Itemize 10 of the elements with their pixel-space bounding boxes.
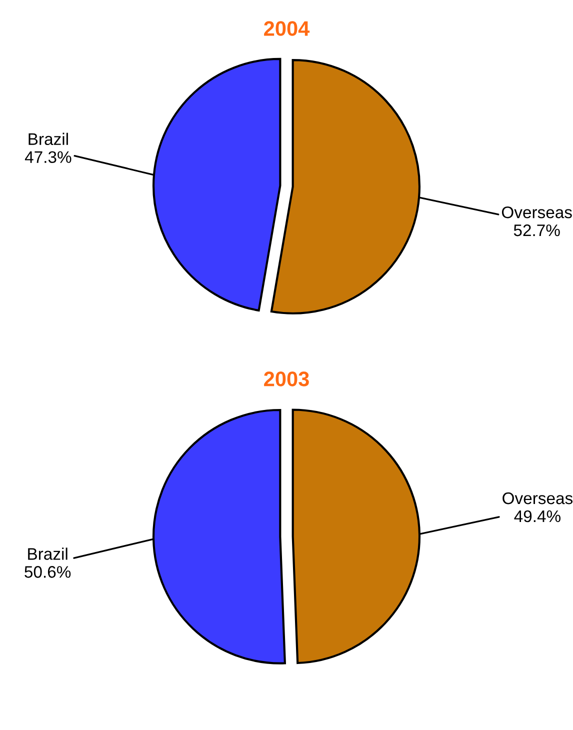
data-label: 50.6% bbox=[24, 566, 71, 578]
chart-title: 2003 bbox=[264, 372, 309, 386]
data-label: 52.7% bbox=[514, 224, 560, 236]
slice-label: Overseas bbox=[502, 206, 572, 218]
slice-label: Brazil bbox=[28, 132, 68, 146]
data-label: 47.3% bbox=[24, 151, 72, 163]
slice-label: Brazil bbox=[28, 548, 68, 560]
data-label: 49.4% bbox=[514, 510, 560, 522]
chart-title: 2004 bbox=[264, 21, 310, 36]
slice-label: Overseas bbox=[502, 492, 573, 504]
